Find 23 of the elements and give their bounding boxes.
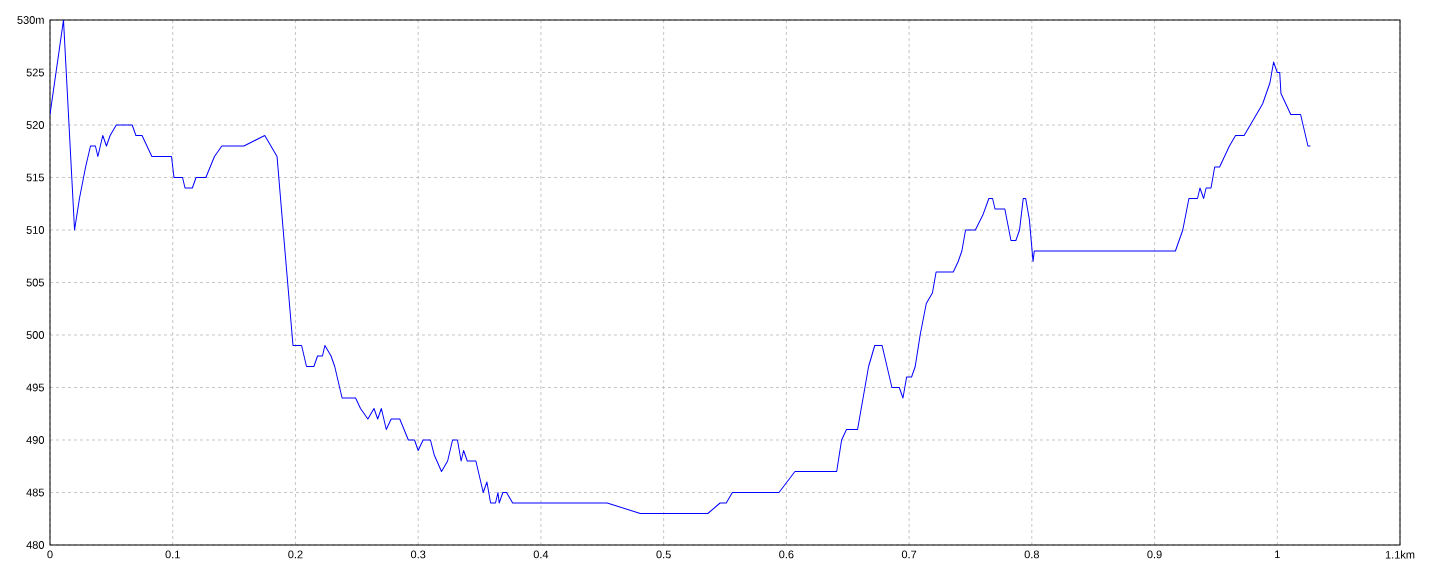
y-tick-label: 495	[26, 383, 44, 392]
x-tick-label: 0.3	[410, 550, 426, 559]
y-tick-label: 485	[26, 488, 44, 497]
x-tick-label: 0.1	[165, 550, 180, 559]
y-tick-label: 520	[26, 121, 45, 129]
y-tick-label: 515	[26, 173, 44, 182]
x-tick-label: 0.6	[779, 550, 794, 559]
x-tick-label: 1.1km	[1385, 550, 1415, 559]
x-tick-label: 0.8	[1024, 550, 1039, 559]
y-tick-label: 525	[26, 68, 44, 77]
x-tick-label: 0.5	[656, 550, 671, 559]
y-tick-label: 530m	[17, 16, 44, 24]
y-tick-label: 510	[26, 226, 45, 234]
y-tick-label: 490	[26, 436, 45, 444]
x-tick-label: 0	[47, 550, 53, 559]
x-tick-label: 1	[1275, 550, 1280, 559]
y-tick-label: 505	[26, 278, 44, 287]
x-tick-label: 0.9	[1147, 550, 1162, 559]
y-tick-label: 500	[26, 331, 45, 339]
x-tick-label: 0.2	[288, 550, 303, 559]
x-tick-label: 0.4	[533, 550, 549, 559]
x-tick-label: 0.7	[901, 550, 917, 559]
y-tick-label: 480	[26, 541, 45, 549]
